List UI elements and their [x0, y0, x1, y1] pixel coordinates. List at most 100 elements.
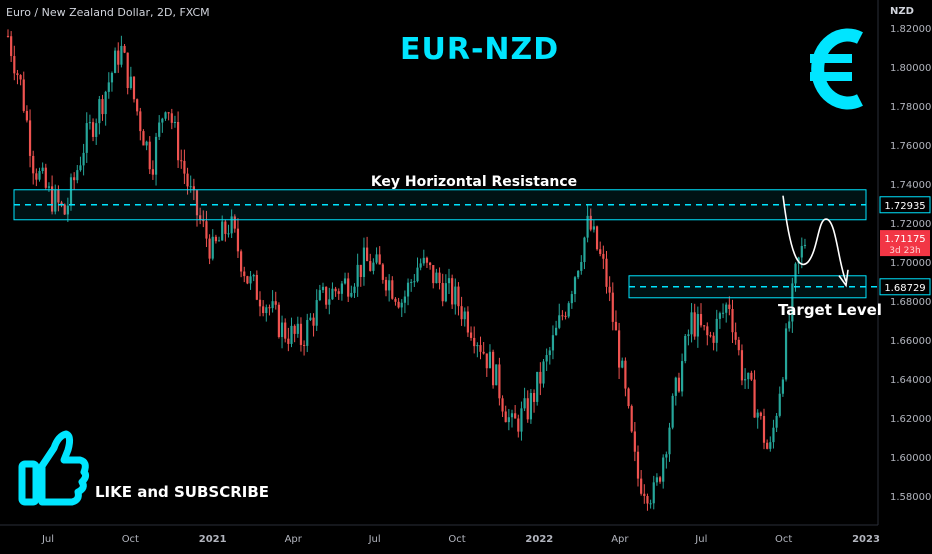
candle-body — [265, 307, 268, 314]
candle-body — [123, 45, 126, 53]
candle-body — [451, 278, 454, 305]
candle-body — [25, 110, 28, 121]
candle-body — [167, 112, 170, 114]
candle-body — [419, 263, 422, 268]
candle-body — [69, 177, 73, 206]
candle-body — [684, 335, 687, 362]
candle-body — [375, 254, 378, 263]
candle-body — [482, 351, 485, 354]
candle-body — [425, 257, 429, 263]
euro-sign-icon — [808, 20, 868, 115]
candle-body — [788, 321, 791, 329]
candle-body — [252, 275, 255, 277]
y-tick-label: 1.72000 — [890, 219, 931, 230]
candle-body — [243, 271, 246, 277]
candle-body — [762, 415, 766, 443]
candle-body — [126, 52, 129, 89]
y-tick-label: 1.80000 — [890, 63, 931, 74]
candle-body — [791, 283, 794, 322]
candle-body — [35, 173, 38, 180]
candle-body — [643, 493, 646, 497]
candle-body — [536, 371, 539, 402]
candle-body — [274, 301, 277, 305]
resistance-price-label: 1.72935 — [884, 201, 925, 212]
candle-body — [501, 398, 504, 412]
candle-body — [139, 111, 142, 132]
candle-body — [627, 388, 630, 407]
candle-body — [145, 141, 148, 146]
candle-body — [16, 73, 19, 76]
x-tick-label: 2023 — [852, 534, 880, 545]
projection-path — [782, 195, 847, 282]
candle-body — [589, 215, 592, 230]
chart-heading: EUR-NZD — [400, 32, 560, 67]
y-tick-label: 1.68000 — [890, 297, 931, 308]
target-label: Target Level — [778, 301, 882, 319]
candle-body — [6, 35, 10, 37]
candle-body — [476, 345, 479, 347]
candle-body — [249, 276, 252, 284]
candle-body — [51, 186, 54, 212]
candle-body — [82, 152, 85, 166]
candle-body — [532, 393, 536, 402]
candle-body — [227, 233, 230, 235]
candle-body — [608, 286, 611, 293]
candle-body — [132, 76, 136, 100]
candle-body — [98, 99, 101, 124]
candle-body — [709, 335, 712, 337]
candle-body — [520, 408, 523, 432]
candle-body — [573, 277, 577, 295]
candle-body — [621, 360, 624, 368]
candle-body — [79, 165, 82, 171]
candle-body — [38, 171, 41, 180]
target-price-label: 1.68729 — [884, 283, 925, 294]
candle-body — [268, 307, 271, 309]
candle-body — [85, 123, 88, 153]
candle-body — [136, 99, 139, 112]
candle-body — [766, 442, 769, 449]
candle-body — [277, 304, 280, 338]
candle-body — [325, 286, 328, 305]
candle-body — [28, 120, 32, 156]
candle-body — [772, 427, 775, 443]
candle-body — [564, 315, 567, 317]
x-tick-label: Apr — [285, 534, 303, 545]
candle-body — [394, 298, 397, 302]
candle-body — [158, 122, 161, 137]
candle-body — [120, 45, 123, 65]
y-axis-unit: NZD — [890, 6, 914, 17]
candle-body — [177, 121, 180, 161]
candle-body — [696, 314, 699, 337]
candle-body — [466, 311, 469, 333]
candle-body — [101, 99, 104, 115]
last-price-label: 1.71175 — [884, 234, 925, 245]
candle-body — [441, 282, 444, 302]
candle-body — [504, 411, 507, 423]
candle-body — [173, 121, 177, 123]
candle-body — [73, 177, 76, 181]
candle-body — [170, 113, 173, 123]
y-tick-label: 1.70000 — [890, 258, 931, 269]
candle-body — [759, 412, 762, 416]
candle-body — [148, 141, 151, 170]
candle-body — [287, 338, 290, 344]
candle-body — [699, 314, 703, 326]
candle-body — [271, 301, 274, 309]
candle-body — [703, 325, 706, 327]
candle-body — [517, 418, 520, 432]
candle-body — [447, 278, 451, 284]
candle-body — [262, 306, 265, 314]
candle-body — [224, 221, 227, 234]
candle-body — [293, 325, 296, 334]
candle-body — [306, 320, 309, 346]
candle-body — [693, 312, 696, 337]
projection-arrowhead — [838, 269, 849, 288]
candle-body — [164, 112, 167, 119]
candle-body — [542, 361, 545, 384]
candle-body — [331, 288, 334, 300]
candle-body — [438, 272, 441, 283]
candle-body — [340, 283, 343, 294]
